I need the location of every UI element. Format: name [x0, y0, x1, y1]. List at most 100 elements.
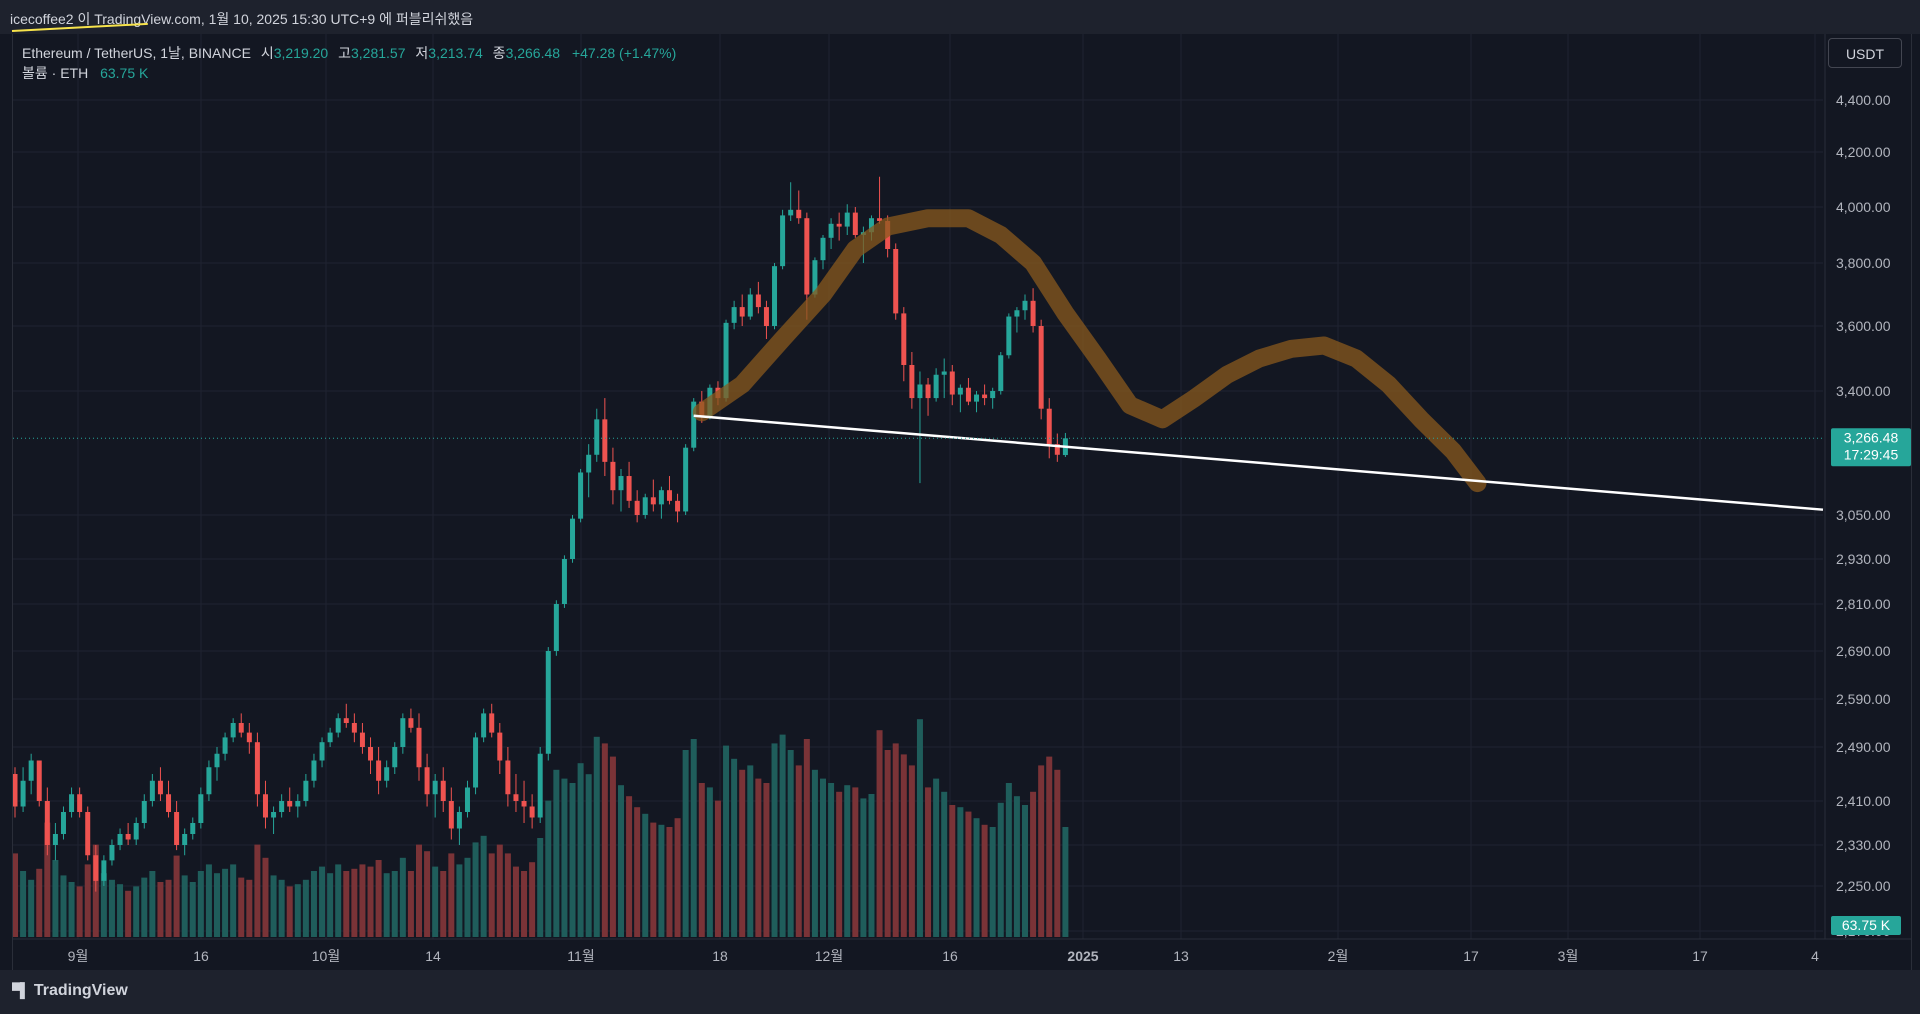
candle-body[interactable] [780, 215, 786, 267]
candle-body[interactable] [691, 401, 697, 448]
candle-body[interactable] [658, 490, 664, 505]
candle-body[interactable] [424, 767, 430, 795]
candle-body[interactable] [610, 461, 616, 491]
candle-body[interactable] [626, 476, 632, 501]
candle-body[interactable] [804, 218, 810, 295]
candle-body[interactable] [925, 384, 931, 399]
candle-body[interactable] [141, 801, 147, 823]
candle-body[interactable] [836, 223, 842, 227]
candle-body[interactable] [311, 760, 317, 781]
candle-body[interactable] [650, 497, 656, 505]
candle-body[interactable] [359, 732, 365, 747]
candle-body[interactable] [513, 794, 519, 801]
candle-body[interactable] [1022, 300, 1028, 311]
candle-body[interactable] [368, 747, 374, 761]
currency-button[interactable]: USDT [1828, 38, 1902, 68]
candle-body[interactable] [1054, 444, 1060, 455]
chart-area[interactable]: 4,400.00 4,200.00 4,000.00 3,800.00 3,600.00… [12, 34, 1912, 970]
candle-body[interactable] [570, 518, 576, 559]
tradingview-logo[interactable]: ▀▌ TradingView [12, 982, 128, 1000]
volume-label[interactable]: 볼륨 · ETH [22, 65, 89, 81]
candle-body[interactable] [949, 371, 955, 395]
symbol-title[interactable]: Ethereum / TetherUS, 1날, BINANCE [22, 45, 251, 61]
candle-body[interactable] [343, 718, 349, 723]
candle-body[interactable] [933, 374, 939, 399]
candle-body[interactable] [238, 723, 244, 733]
candle-body[interactable] [206, 767, 212, 795]
candle-body[interactable] [901, 313, 907, 365]
candle-body[interactable] [416, 727, 422, 768]
candle-body[interactable] [594, 419, 600, 455]
candle-body[interactable] [852, 212, 858, 235]
candle-body[interactable] [957, 387, 963, 395]
candle-body[interactable] [456, 812, 462, 829]
candle-body[interactable] [747, 294, 753, 317]
candle-body[interactable] [198, 794, 204, 823]
candle-body[interactable] [157, 780, 163, 795]
candle-body[interactable] [763, 307, 769, 326]
candle-body[interactable] [440, 780, 446, 801]
candle-body[interactable] [893, 249, 899, 314]
candle-body[interactable] [998, 355, 1004, 391]
candle-body[interactable] [271, 812, 277, 818]
candle-body[interactable] [618, 476, 624, 491]
candle-body[interactable] [529, 806, 535, 818]
candle-body[interactable] [432, 780, 438, 795]
candle-body[interactable] [521, 801, 527, 807]
candle-body[interactable] [965, 387, 971, 402]
candle-body[interactable] [222, 737, 228, 754]
candle-body[interactable] [464, 787, 470, 813]
candle-body[interactable] [1014, 310, 1020, 317]
candle-body[interactable] [20, 780, 26, 807]
candle-body[interactable] [254, 742, 260, 795]
candle-body[interactable] [844, 212, 850, 227]
candle-body[interactable] [578, 472, 584, 519]
candle-body[interactable] [974, 394, 980, 402]
candle-body[interactable] [52, 834, 58, 845]
candle-body[interactable] [481, 713, 487, 738]
candle-body[interactable] [990, 391, 996, 399]
candle-body[interactable] [174, 812, 180, 845]
candle-body[interactable] [230, 723, 236, 738]
candle-body[interactable] [28, 760, 34, 781]
candle-body[interactable] [327, 732, 333, 743]
candle-body[interactable] [125, 834, 131, 840]
candle-body[interactable] [351, 723, 357, 733]
candle-body[interactable] [384, 767, 390, 781]
candle-body[interactable] [497, 732, 503, 761]
candle-body[interactable] [739, 307, 745, 317]
candle-body[interactable] [295, 801, 301, 807]
candle-body[interactable] [117, 834, 123, 845]
candle-body[interactable] [683, 447, 689, 512]
candle-body[interactable] [166, 794, 172, 812]
candle-body[interactable] [561, 559, 567, 604]
candle-body[interactable] [392, 747, 398, 768]
candle-body[interactable] [941, 371, 947, 375]
candle-body[interactable] [69, 794, 75, 812]
price-chart[interactable]: 4,400.00 4,200.00 4,000.00 3,800.00 3,600.00… [12, 34, 1911, 970]
candle-body[interactable] [262, 794, 268, 818]
candle-body[interactable] [723, 322, 729, 399]
candle-body[interactable] [149, 780, 155, 801]
candle-body[interactable] [303, 780, 309, 801]
candle-body[interactable] [44, 801, 50, 845]
candle-body[interactable] [408, 718, 414, 728]
candle-body[interactable] [36, 760, 42, 802]
candle-body[interactable] [675, 500, 681, 512]
candle-body[interactable] [400, 718, 406, 747]
candle-body[interactable] [586, 454, 592, 473]
candle-body[interactable] [731, 307, 737, 323]
candle-body[interactable] [828, 223, 834, 238]
trendline[interactable] [693, 414, 1824, 511]
candle-body[interactable] [666, 490, 672, 501]
candle-body[interactable] [796, 209, 802, 219]
candle-body[interactable] [190, 823, 196, 834]
candle-body[interactable] [812, 260, 818, 295]
candle-body[interactable] [788, 209, 794, 216]
candle-body[interactable] [553, 604, 559, 651]
candle-body[interactable] [60, 812, 66, 834]
candle-body[interactable] [287, 801, 293, 807]
candle-body[interactable] [473, 737, 479, 788]
candle-body[interactable] [489, 713, 495, 733]
candle-body[interactable] [545, 651, 551, 754]
